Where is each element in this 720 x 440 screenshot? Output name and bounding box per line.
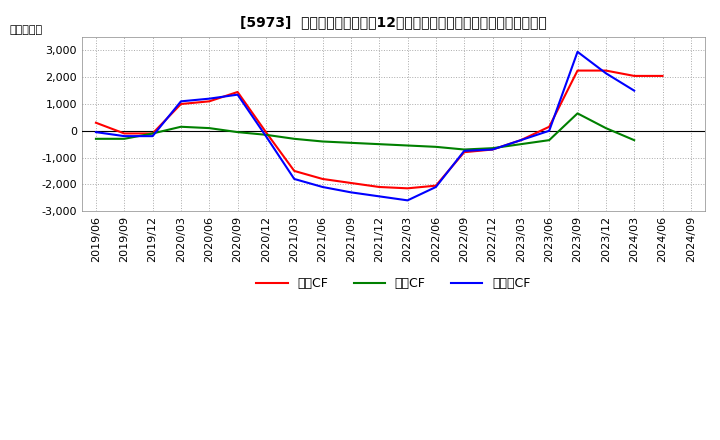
フリーCF — [488, 147, 497, 152]
営業CF — [290, 168, 299, 173]
営業CF — [630, 73, 639, 79]
フリーCF — [630, 88, 639, 93]
フリーCF — [403, 198, 412, 203]
フリーCF — [120, 133, 129, 139]
フリーCF — [516, 138, 525, 143]
投資CF — [205, 125, 214, 131]
投資CF — [403, 143, 412, 148]
Legend: 営業CF, 投資CF, フリーCF: 営業CF, 投資CF, フリーCF — [251, 272, 536, 295]
営業CF — [233, 89, 242, 95]
投資CF — [460, 147, 469, 152]
営業CF — [403, 186, 412, 191]
フリーCF — [431, 184, 440, 190]
フリーCF — [233, 92, 242, 97]
フリーCF — [545, 128, 554, 133]
フリーCF — [261, 133, 270, 139]
フリーCF — [205, 96, 214, 101]
フリーCF — [346, 190, 355, 195]
フリーCF — [573, 49, 582, 55]
フリーCF — [290, 176, 299, 182]
投資CF — [148, 131, 157, 136]
Line: 営業CF: 営業CF — [96, 70, 662, 188]
Y-axis label: （百万円）: （百万円） — [9, 26, 42, 35]
営業CF — [205, 99, 214, 104]
投資CF — [375, 142, 384, 147]
フリーCF — [375, 194, 384, 199]
投資CF — [630, 138, 639, 143]
投資CF — [431, 144, 440, 150]
投資CF — [176, 124, 185, 129]
フリーCF — [318, 184, 327, 190]
投資CF — [318, 139, 327, 144]
投資CF — [573, 111, 582, 116]
投資CF — [516, 142, 525, 147]
営業CF — [516, 138, 525, 143]
営業CF — [148, 131, 157, 136]
営業CF — [346, 180, 355, 186]
Title: [5973]  キャッシュフローの12か月移動合計の対前年同期増減額の推移: [5973] キャッシュフローの12か月移動合計の対前年同期増減額の推移 — [240, 15, 546, 29]
フリーCF — [176, 99, 185, 104]
投資CF — [601, 125, 610, 131]
営業CF — [91, 120, 100, 125]
フリーCF — [601, 70, 610, 76]
営業CF — [318, 176, 327, 182]
営業CF — [261, 129, 270, 135]
投資CF — [488, 146, 497, 151]
営業CF — [488, 147, 497, 152]
投資CF — [545, 138, 554, 143]
投資CF — [346, 140, 355, 146]
投資CF — [91, 136, 100, 141]
営業CF — [658, 73, 667, 79]
投資CF — [233, 129, 242, 135]
投資CF — [290, 136, 299, 141]
営業CF — [545, 124, 554, 129]
フリーCF — [91, 129, 100, 135]
営業CF — [601, 68, 610, 73]
フリーCF — [148, 133, 157, 139]
フリーCF — [460, 148, 469, 154]
営業CF — [176, 101, 185, 106]
投資CF — [261, 132, 270, 137]
営業CF — [431, 183, 440, 188]
営業CF — [120, 131, 129, 136]
営業CF — [375, 184, 384, 190]
Line: フリーCF: フリーCF — [96, 52, 634, 200]
営業CF — [460, 150, 469, 155]
営業CF — [573, 68, 582, 73]
投資CF — [120, 136, 129, 141]
Line: 投資CF: 投資CF — [96, 114, 634, 150]
